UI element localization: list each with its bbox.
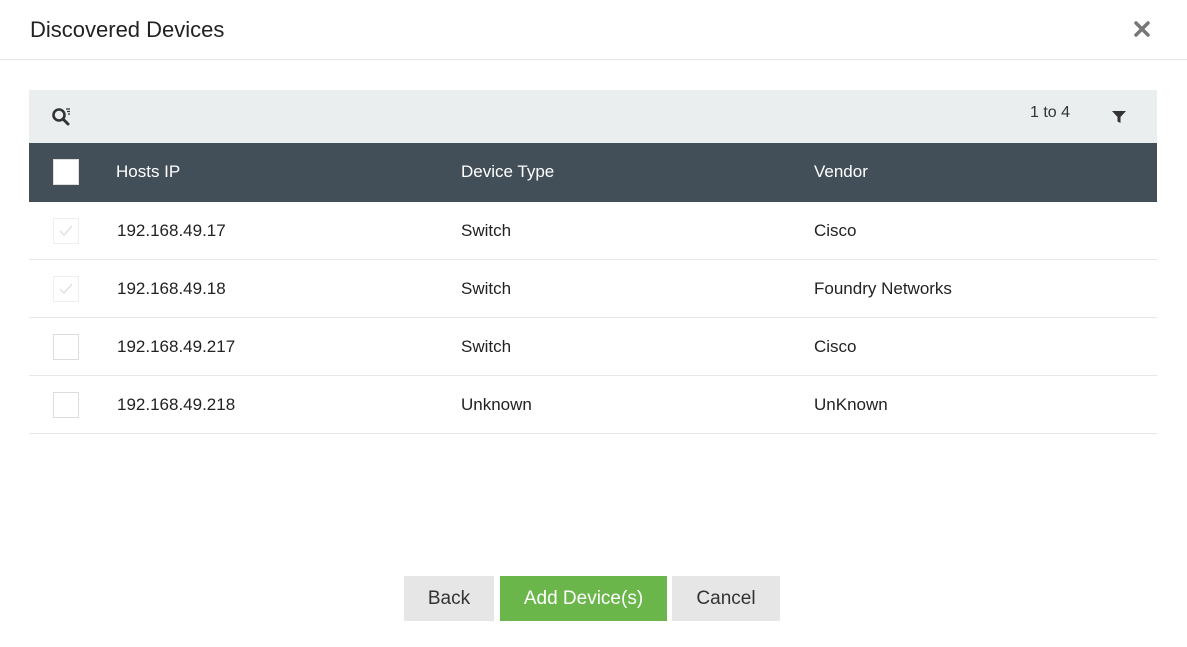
column-hosts-ip[interactable]: Hosts IP — [116, 162, 181, 181]
vendor: Cisco — [814, 221, 857, 240]
device-type: Switch — [461, 279, 512, 298]
cancel-button[interactable]: Cancel — [672, 576, 780, 621]
vendor: UnKnown — [814, 395, 888, 414]
search-icon[interactable] — [51, 106, 73, 128]
column-vendor[interactable]: Vendor — [814, 162, 868, 181]
row-checkbox — [53, 276, 79, 302]
host-ip: 192.168.49.17 — [117, 221, 226, 240]
table-row[interactable]: 192.168.49.218 Unknown UnKnown — [29, 376, 1157, 434]
host-ip: 192.168.49.217 — [117, 337, 236, 356]
vendor: Cisco — [814, 337, 857, 356]
host-ip: 192.168.49.18 — [117, 279, 226, 298]
back-button[interactable]: Back — [404, 576, 494, 621]
select-all-checkbox[interactable] — [53, 159, 79, 185]
table-toolbar: 1 to 4 — [29, 90, 1157, 143]
filter-icon[interactable] — [1110, 108, 1128, 126]
table-row[interactable]: 192.168.49.18 Switch Foundry Networks — [29, 260, 1157, 318]
dialog-title: Discovered Devices — [30, 17, 225, 42]
add-devices-button[interactable]: Add Device(s) — [500, 576, 667, 621]
row-checkbox — [53, 218, 79, 244]
pagination-range: 1 to 4 — [1030, 104, 1071, 121]
row-checkbox[interactable] — [53, 392, 79, 418]
close-icon[interactable] — [1131, 18, 1153, 40]
device-type: Switch — [461, 337, 512, 356]
host-ip: 192.168.49.218 — [117, 395, 236, 414]
divider — [0, 59, 1187, 60]
device-type: Unknown — [461, 395, 532, 414]
column-device-type[interactable]: Device Type — [461, 162, 555, 181]
table-row[interactable]: 192.168.49.217 Switch Cisco — [29, 318, 1157, 376]
vendor: Foundry Networks — [814, 279, 952, 298]
table-row[interactable]: 192.168.49.17 Switch Cisco — [29, 202, 1157, 260]
row-checkbox[interactable] — [53, 334, 79, 360]
table-header: Hosts IP Device Type Vendor — [29, 143, 1157, 202]
device-type: Switch — [461, 221, 512, 240]
